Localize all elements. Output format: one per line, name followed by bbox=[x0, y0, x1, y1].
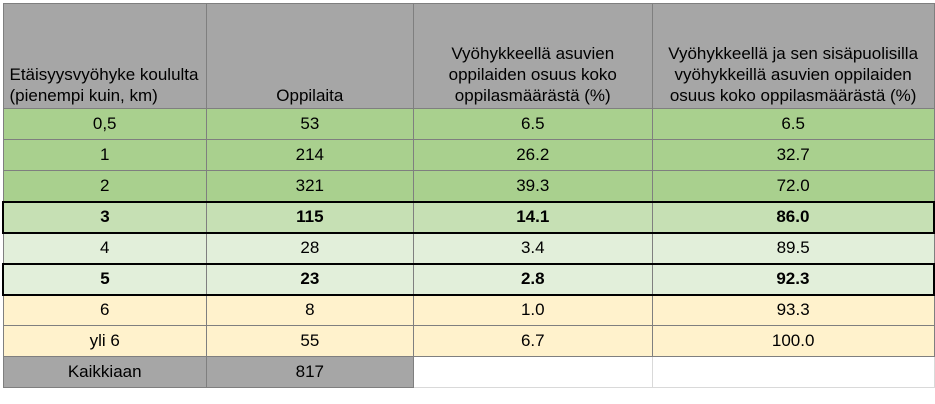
share-cell: 39.3 bbox=[412, 170, 653, 202]
share-cell: 6.5 bbox=[412, 108, 653, 140]
students-cell: 23 bbox=[205, 262, 414, 296]
table-row: 4 28 3.4 89.5 bbox=[2, 232, 935, 264]
total-label: Kaikkiaan bbox=[2, 356, 207, 388]
header-students: Oppilaita bbox=[205, 3, 414, 109]
cumulative-cell: 86.0 bbox=[651, 200, 935, 234]
share-cell: 6.7 bbox=[412, 325, 653, 357]
table-row: 0,5 53 6.5 6.5 bbox=[2, 108, 935, 140]
header-cumulative: Vyöhykkeellä ja sen sisäpuolisilla vyöhy… bbox=[651, 3, 935, 109]
zone-cell: 6 bbox=[2, 294, 207, 326]
zone-cell: 3 bbox=[1, 200, 207, 234]
header-row: Etäisyysvyöhyke koululta (pienempi kuin,… bbox=[2, 3, 935, 109]
cumulative-cell: 92.3 bbox=[651, 262, 935, 296]
students-cell: 28 bbox=[205, 232, 414, 264]
students-cell: 321 bbox=[205, 170, 414, 202]
cumulative-cell: 32.7 bbox=[651, 139, 935, 171]
distance-table: Etäisyysvyöhyke koululta (pienempi kuin,… bbox=[1, 3, 935, 388]
share-cell: 14.1 bbox=[412, 200, 653, 234]
share-cell: 2.8 bbox=[412, 262, 653, 296]
cumulative-cell: 72.0 bbox=[651, 170, 935, 202]
students-cell: 115 bbox=[205, 200, 414, 234]
cumulative-cell: 100.0 bbox=[651, 325, 935, 357]
share-cell: 26.2 bbox=[412, 139, 653, 171]
zone-cell: 5 bbox=[1, 262, 207, 296]
cumulative-cell: 93.3 bbox=[651, 294, 935, 326]
students-cell: 55 bbox=[205, 325, 414, 357]
zone-cell: 2 bbox=[2, 170, 207, 202]
students-cell: 214 bbox=[205, 139, 414, 171]
header-share: Vyöhykkeellä asuvien oppilaiden osuus ko… bbox=[412, 3, 653, 109]
zone-cell: 0,5 bbox=[2, 108, 207, 140]
zone-cell: 4 bbox=[2, 232, 207, 264]
cumulative-cell: 89.5 bbox=[651, 232, 935, 264]
table-row: yli 6 55 6.7 100.0 bbox=[2, 325, 935, 357]
zone-cell: yli 6 bbox=[2, 325, 207, 357]
table-row: 3 115 14.1 86.0 bbox=[1, 200, 935, 234]
header-zone: Etäisyysvyöhyke koululta (pienempi kuin,… bbox=[2, 3, 207, 109]
share-cell: 1.0 bbox=[412, 294, 653, 326]
total-students: 817 bbox=[205, 356, 414, 388]
empty-cell bbox=[651, 356, 935, 388]
cumulative-cell: 6.5 bbox=[651, 108, 935, 140]
table-row: 6 8 1.0 93.3 bbox=[2, 294, 935, 326]
zone-cell: 1 bbox=[2, 139, 207, 171]
students-cell: 8 bbox=[205, 294, 414, 326]
table-row: 1 214 26.2 32.7 bbox=[2, 139, 935, 171]
empty-cell bbox=[412, 356, 653, 388]
share-cell: 3.4 bbox=[412, 232, 653, 264]
total-row: Kaikkiaan 817 bbox=[2, 356, 935, 388]
table-row: 5 23 2.8 92.3 bbox=[1, 262, 935, 296]
table-row: 2 321 39.3 72.0 bbox=[2, 170, 935, 202]
students-cell: 53 bbox=[205, 108, 414, 140]
